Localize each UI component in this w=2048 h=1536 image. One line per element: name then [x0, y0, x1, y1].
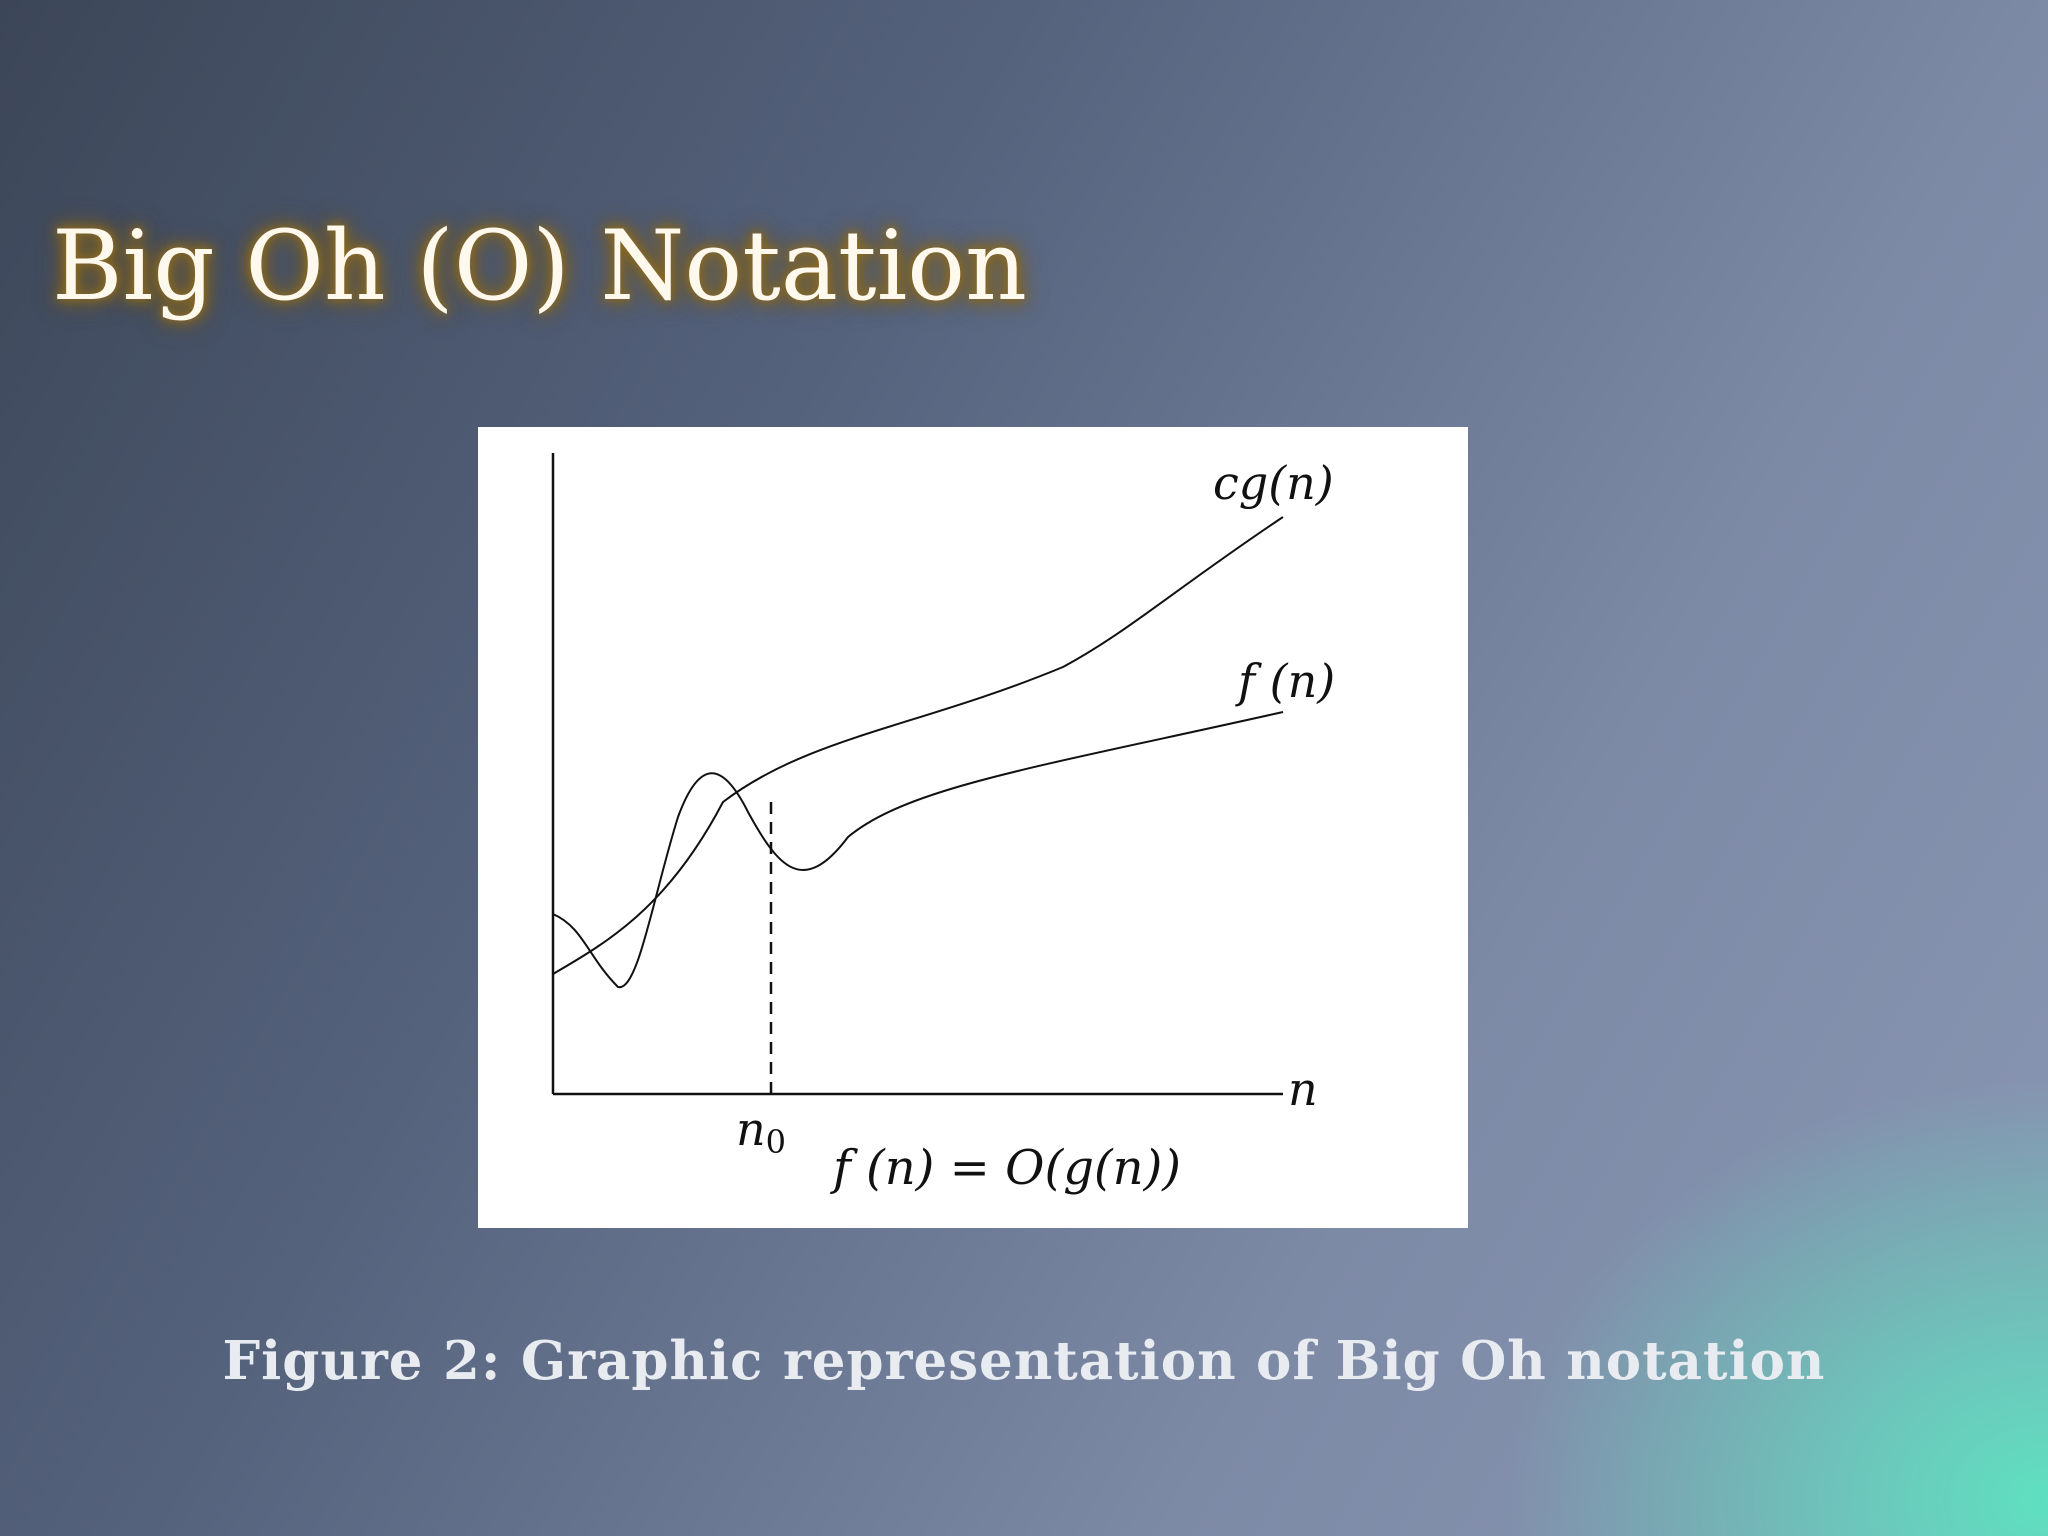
n0-label-subscript: 0: [766, 1123, 786, 1161]
n0-label-main: n: [736, 1102, 766, 1156]
cg-n-curve: [552, 516, 1284, 975]
formula-label: f (n) = O(g(n)): [830, 1140, 1181, 1196]
x-axis-label: n: [1288, 1062, 1318, 1116]
big-oh-figure: cg(n) f (n) n n0 f (n) = O(g(n)): [478, 427, 1468, 1228]
f-n-label: f (n): [1235, 654, 1335, 708]
big-oh-diagram: cg(n) f (n) n n0 f (n) = O(g(n)): [551, 453, 1335, 1196]
slide-title: Big Oh (O) Notation: [52, 210, 1027, 322]
figure-caption: Figure 2: Graphic representation of Big …: [222, 1330, 1826, 1392]
cg-n-label: cg(n): [1213, 456, 1334, 510]
n0-label: n0: [736, 1102, 786, 1161]
f-n-curve: [552, 711, 1284, 989]
